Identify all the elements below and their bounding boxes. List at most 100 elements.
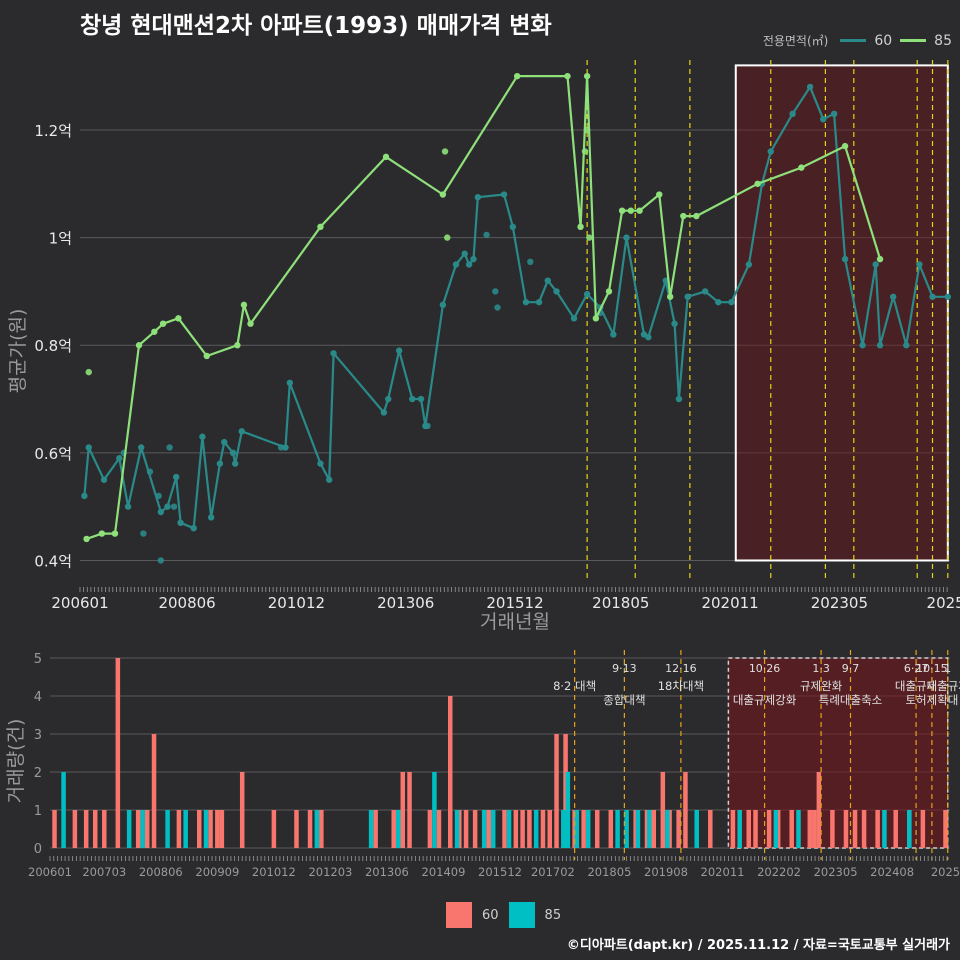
bar-60 xyxy=(520,810,525,848)
bar-60 xyxy=(594,810,600,848)
data-point-85 xyxy=(636,207,643,214)
legend-title: 전용면적(㎡) xyxy=(762,34,829,48)
x-tick-label: 201012 xyxy=(268,594,325,612)
bar-x-tick-label: 200601 xyxy=(28,865,72,879)
bar-x-tick-label: 201203 xyxy=(308,865,352,879)
annotation-label: 특례대출축소 xyxy=(819,693,882,707)
bar-85 xyxy=(140,810,145,848)
bar-60 xyxy=(513,810,519,848)
data-point-60 xyxy=(177,519,184,527)
bar-60 xyxy=(307,810,313,848)
data-point-60 xyxy=(671,320,678,327)
data-point-85 xyxy=(317,223,324,231)
data-point-60 xyxy=(229,449,237,457)
bar-legend-label-85: 85 xyxy=(544,907,562,923)
bar-60 xyxy=(400,772,406,848)
bar-60 xyxy=(676,810,681,848)
legend-swatch-85 xyxy=(900,39,927,42)
annotation-date: 1·3 xyxy=(812,662,830,675)
data-point-60 xyxy=(544,277,551,284)
bar-60 xyxy=(667,810,672,848)
bar-85 xyxy=(165,810,170,848)
bar-60 xyxy=(208,810,213,848)
data-point-60 xyxy=(172,473,180,481)
data-point-85 xyxy=(439,191,447,198)
bar-60 xyxy=(753,810,758,848)
annotation-date: 1 xyxy=(944,662,951,675)
data-point-60 xyxy=(330,350,337,357)
bar-60 xyxy=(319,810,324,848)
annotation-date: 6·27 xyxy=(904,662,929,675)
bar-60 xyxy=(547,810,552,848)
data-point-60 xyxy=(409,395,416,403)
data-point-60 xyxy=(841,255,849,263)
data-point-60 xyxy=(164,503,171,510)
bar-60 xyxy=(391,810,396,848)
bar-60 xyxy=(83,810,89,848)
bar-60 xyxy=(572,810,577,848)
bar-85 xyxy=(506,810,512,848)
bar-85 xyxy=(665,810,670,848)
data-point-60 xyxy=(140,530,147,537)
annotation-date: 10·15 xyxy=(916,662,948,675)
annotation-label: 종합대책 xyxy=(603,693,645,707)
data-point-60 xyxy=(157,557,165,564)
bar-60 xyxy=(457,810,462,848)
bar-x-tick-label: 201702 xyxy=(531,865,575,879)
bar-x-tick-label: 202011 xyxy=(701,865,745,879)
data-point-85 xyxy=(111,530,119,537)
data-point-60 xyxy=(944,293,952,300)
bar-x-tick-label: 201512 xyxy=(478,865,522,879)
data-point-85 xyxy=(583,72,591,80)
legend-label-85: 85 xyxy=(934,32,952,49)
highlight-region xyxy=(734,64,949,562)
bar-85 xyxy=(737,810,742,848)
annotation-date: 10·26 xyxy=(749,662,781,675)
data-point-60 xyxy=(190,524,197,532)
bar-85 xyxy=(907,810,912,848)
bar-85 xyxy=(432,772,437,848)
data-point-85 xyxy=(627,207,635,214)
bar-60 xyxy=(52,810,57,848)
data-point-60 xyxy=(623,234,630,241)
bar-85 xyxy=(796,810,801,848)
data-point-85 xyxy=(876,255,884,263)
bar-85 xyxy=(61,772,66,848)
data-point-60 xyxy=(417,395,425,403)
data-point-60 xyxy=(157,508,165,516)
bar-60 xyxy=(633,810,638,848)
bar-60 xyxy=(448,696,453,848)
data-point-85 xyxy=(586,234,593,241)
annotation-label: 대출규제 xyxy=(895,679,937,693)
data-point-85 xyxy=(656,191,663,198)
data-point-60 xyxy=(610,331,617,338)
bar-60 xyxy=(943,810,948,848)
data-point-85 xyxy=(754,180,761,187)
legend-label-60: 60 xyxy=(874,32,893,49)
annotation-date: 9·7 xyxy=(842,662,860,675)
bar-60 xyxy=(608,810,614,848)
data-point-60 xyxy=(138,444,145,451)
x-tick-label: 200806 xyxy=(158,594,215,612)
bar-y-axis-title: 거래량(건) xyxy=(5,719,27,804)
bar-x-tick-label: 201908 xyxy=(644,865,688,879)
bar-60 xyxy=(875,810,880,848)
data-point-85 xyxy=(247,320,254,327)
data-point-60 xyxy=(916,261,923,268)
data-point-85 xyxy=(382,153,390,161)
annotation-label: 토허제확대 xyxy=(905,693,958,707)
bar-85 xyxy=(368,810,374,848)
data-point-60 xyxy=(527,258,534,266)
data-point-60 xyxy=(830,110,838,118)
data-point-85 xyxy=(98,530,106,537)
bar-60 xyxy=(708,810,713,848)
bar-85 xyxy=(615,810,620,848)
y-tick-label: 0.6억 xyxy=(34,445,72,463)
data-point-85 xyxy=(203,352,210,360)
bar-60 xyxy=(294,810,299,848)
bar-60 xyxy=(746,810,751,848)
data-point-85 xyxy=(444,234,451,241)
bar-85 xyxy=(574,810,580,848)
data-point-60 xyxy=(903,342,910,349)
x-tick-label: 202305 xyxy=(811,594,868,612)
